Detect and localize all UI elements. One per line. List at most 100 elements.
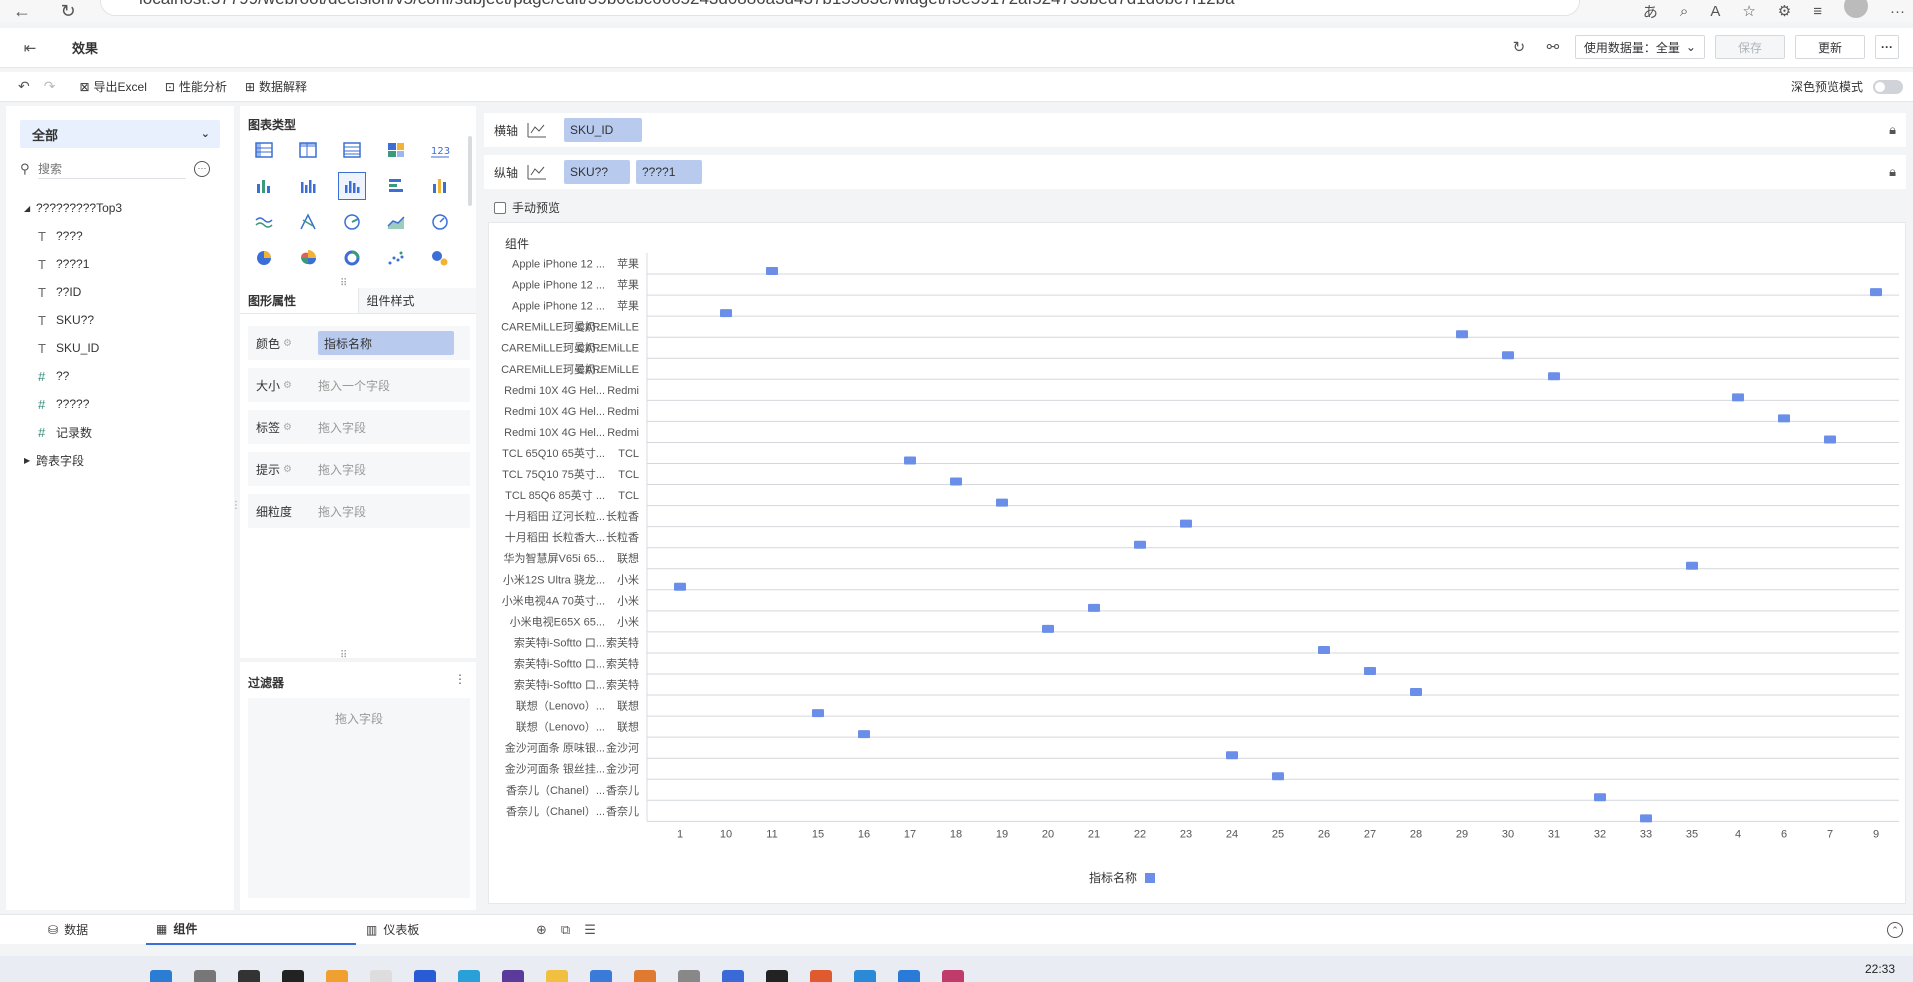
tab-data[interactable]: ⛁ 数据 bbox=[0, 915, 146, 945]
scatter-point[interactable] bbox=[1180, 519, 1192, 528]
app-icon[interactable] bbox=[502, 970, 524, 982]
settings-icon[interactable]: ⚙ bbox=[283, 337, 292, 349]
prop-drop-slot[interactable]: 拖入字段 bbox=[318, 462, 367, 477]
scatter-point[interactable] bbox=[766, 267, 778, 276]
bubble-icon[interactable] bbox=[426, 244, 454, 272]
scatter-icon[interactable] bbox=[382, 244, 410, 272]
app-icon[interactable] bbox=[414, 970, 436, 982]
prop-drop-slot[interactable]: 拖入一个字段 bbox=[318, 378, 391, 393]
app-icon[interactable] bbox=[238, 970, 260, 982]
scatter-point[interactable] bbox=[1640, 814, 1652, 823]
app-icon[interactable] bbox=[634, 970, 656, 982]
table-chart-icon[interactable] bbox=[250, 136, 278, 164]
data-explain-button[interactable]: ⊞ 数据解释 bbox=[245, 78, 307, 95]
lock-icon[interactable]: 🔒︎ bbox=[1889, 122, 1896, 137]
field-item[interactable]: #?? bbox=[24, 362, 224, 390]
field-item[interactable]: # 记录数 bbox=[24, 418, 224, 446]
scatter-point[interactable] bbox=[1824, 435, 1836, 444]
scatter-point[interactable] bbox=[674, 582, 686, 591]
bar-chart-icon[interactable] bbox=[294, 172, 322, 200]
radar-icon[interactable] bbox=[294, 208, 322, 236]
browser-app-icon[interactable] bbox=[458, 970, 480, 982]
scatter-point[interactable] bbox=[1318, 645, 1330, 654]
read-aloud-icon[interactable]: あ bbox=[1642, 3, 1658, 21]
grouped-bar-icon[interactable] bbox=[250, 172, 278, 200]
app-icon[interactable] bbox=[370, 970, 392, 982]
prop-drop-slot[interactable]: 拖入字段 bbox=[318, 420, 367, 435]
prop-drop-slot[interactable]: 拖入字段 bbox=[318, 504, 367, 519]
start-icon[interactable] bbox=[150, 970, 172, 982]
field-item[interactable]: T SKU_ID bbox=[24, 334, 224, 362]
scatter-point[interactable] bbox=[1732, 393, 1744, 402]
settings-icon[interactable]: ⚙ bbox=[283, 463, 292, 475]
line-chart-icon[interactable] bbox=[250, 208, 278, 236]
field-item[interactable]: #????? bbox=[24, 390, 224, 418]
y-axis-type-icon[interactable] bbox=[520, 160, 554, 184]
scatter-point[interactable] bbox=[1272, 772, 1284, 781]
folder-icon[interactable] bbox=[546, 970, 568, 982]
detail-table-icon[interactable] bbox=[338, 136, 366, 164]
save-button[interactable]: 保存 bbox=[1714, 35, 1785, 59]
chart-type-scrollbar[interactable] bbox=[468, 136, 472, 206]
cross-table-icon[interactable] bbox=[294, 136, 322, 164]
horizontal-bar-icon[interactable] bbox=[382, 172, 410, 200]
app-icon[interactable] bbox=[810, 970, 832, 982]
tab-component-style[interactable]: 组件样式 bbox=[357, 288, 476, 313]
undo-icon[interactable]: ↶ bbox=[18, 78, 30, 94]
settings-icon[interactable]: ⚙ bbox=[283, 421, 292, 433]
export-excel-button[interactable]: ⊠ 导出Excel bbox=[79, 78, 146, 95]
filter-menu-icon[interactable]: ⋮ bbox=[454, 672, 466, 686]
scatter-point[interactable] bbox=[1686, 561, 1698, 570]
component-list-icon[interactable]: ☰ bbox=[584, 921, 596, 937]
scatter-point[interactable] bbox=[720, 309, 732, 318]
resize-handle-top[interactable]: ⠿ bbox=[340, 278, 349, 289]
scatter-point[interactable] bbox=[1502, 351, 1514, 360]
scatter-point[interactable] bbox=[1456, 330, 1468, 339]
field-item[interactable]: T???? bbox=[24, 222, 224, 250]
kpi-number-icon[interactable]: 123 bbox=[426, 136, 454, 164]
manual-preview-checkbox[interactable] bbox=[494, 201, 506, 214]
filter-drop-zone[interactable]: 拖入字段 bbox=[248, 698, 470, 898]
extensions-icon[interactable]: ⚙ bbox=[1777, 3, 1792, 20]
app-icon[interactable] bbox=[854, 970, 876, 982]
manual-preview[interactable]: 手动预览 bbox=[494, 199, 560, 216]
app-icon[interactable] bbox=[942, 970, 964, 982]
browser-refresh-icon[interactable]: ↻ bbox=[60, 1, 76, 21]
legend-swatch[interactable] bbox=[1145, 872, 1156, 883]
exit-edit-icon[interactable]: ⇤ bbox=[23, 39, 37, 57]
data-amount-select[interactable]: 使用数据量：全量 ⌄ bbox=[1574, 35, 1705, 59]
treemap-icon[interactable] bbox=[382, 136, 410, 164]
scatter-point[interactable] bbox=[1870, 288, 1882, 297]
collapse-icon[interactable]: ⌃ bbox=[1887, 922, 1903, 938]
field-item[interactable]: T SKU?? bbox=[24, 306, 224, 334]
polar-icon[interactable] bbox=[338, 208, 366, 236]
browser-back-icon[interactable]: ← bbox=[13, 1, 31, 21]
app-icon[interactable] bbox=[282, 970, 304, 982]
rose-chart-icon[interactable] bbox=[294, 244, 322, 272]
dataset-node[interactable]: ◢ ?????????Top3 bbox=[24, 194, 224, 222]
scatter-point[interactable] bbox=[858, 730, 870, 739]
app-icon[interactable] bbox=[590, 970, 612, 982]
scatter-point[interactable] bbox=[950, 477, 962, 486]
scatter-point[interactable] bbox=[1548, 372, 1560, 381]
update-button[interactable]: 更新 bbox=[1794, 35, 1865, 59]
zoom-icon[interactable]: ⌕ bbox=[1679, 2, 1689, 20]
settings-icon[interactable]: ⚙ bbox=[283, 379, 292, 391]
redo-icon[interactable]: ↷ bbox=[43, 78, 56, 94]
scatter-point[interactable] bbox=[1778, 414, 1790, 423]
scatter-point[interactable] bbox=[1410, 688, 1422, 697]
more-button[interactable]: ··· bbox=[1875, 35, 1899, 59]
resize-handle-bottom[interactable]: ⠿ bbox=[340, 650, 349, 661]
scatter-point[interactable] bbox=[904, 456, 916, 465]
cross-table-node[interactable]: ▶ 跨表字段 bbox=[24, 446, 224, 474]
scatter-point[interactable] bbox=[1042, 624, 1054, 633]
lineage-icon[interactable]: ⚯ bbox=[1546, 39, 1560, 56]
browser-menu-icon[interactable]: ··· bbox=[1890, 2, 1905, 20]
tab-dashboard[interactable]: ▥ 仪表板 bbox=[356, 915, 502, 945]
field-item[interactable]: T ????1 bbox=[24, 250, 224, 278]
panel-resize-handle[interactable]: ⋮ bbox=[231, 500, 242, 511]
app-icon[interactable] bbox=[898, 970, 920, 982]
text-size-icon[interactable]: A bbox=[1710, 2, 1721, 20]
scatter-point[interactable] bbox=[1134, 540, 1146, 549]
gauge-icon[interactable] bbox=[426, 208, 454, 236]
